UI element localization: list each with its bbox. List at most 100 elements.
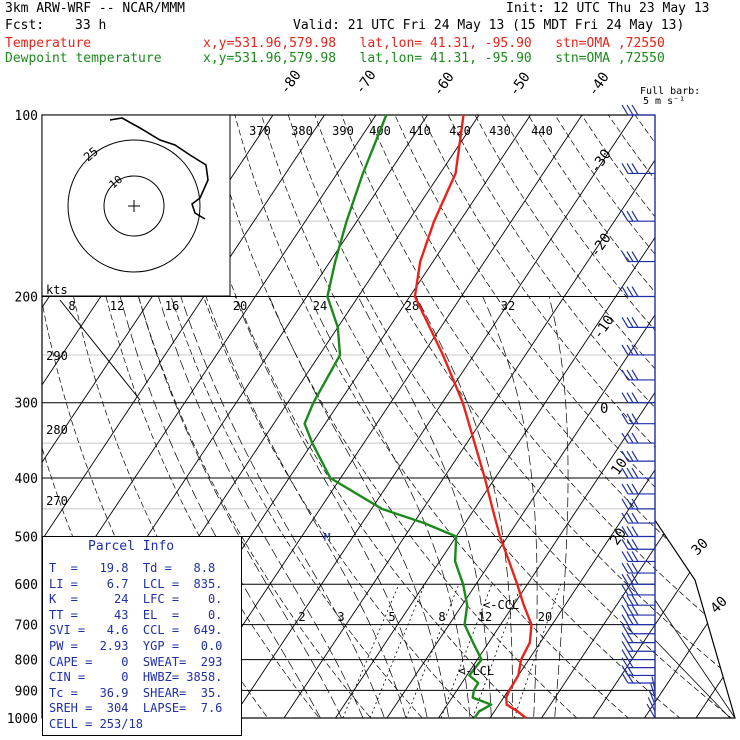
theta-left-label: 270: [46, 494, 68, 508]
wind-barb: [631, 512, 639, 524]
mixing-ratio-line: [369, 584, 426, 718]
wind-barb: [621, 604, 629, 616]
moist-adiabat: [357, 296, 493, 718]
hodograph-speed-label: 8: [68, 299, 75, 313]
wind-barb: [621, 163, 629, 174]
wind-barb: [621, 665, 629, 676]
pressure-label: 400: [15, 472, 38, 487]
mixing-ratio-line: [405, 584, 460, 718]
model-title: 3km ARW-WRF -- NCAR/MMM: [5, 1, 186, 16]
hodograph-speed-label: 24: [313, 299, 327, 313]
parcel-info-row: SREH = 304 LAPSE= 7.6: [49, 701, 223, 716]
moist-adiabat: [309, 296, 472, 718]
parcel-info-row: CAPE = 0 SWEAT= 293: [49, 654, 223, 669]
dry-adiabat: [181, 115, 539, 718]
theta-left-label: 280: [46, 423, 68, 437]
ccl-label: <-CCL: [483, 598, 519, 612]
isotherm-label: -80: [277, 67, 305, 97]
wind-barb: [631, 573, 639, 585]
parcel-info-row: PW = 2.93 YGP = 0.0: [49, 639, 223, 653]
parcel-info-row: SVI = 4.6 CCL = 649.: [49, 623, 223, 638]
theta-label: 420: [449, 124, 471, 138]
moist-adiabat: [138, 296, 348, 718]
parcel-info-title: Parcel Info: [88, 539, 175, 554]
dry-adiabat: [474, 115, 735, 718]
forecast-hour: 33 h: [75, 18, 107, 33]
dewpoint-profile: [303, 114, 493, 719]
parcel-info-row: TT = 43 EL = 0.: [49, 607, 223, 622]
wind-barb: [621, 649, 629, 660]
wind-barb: [621, 672, 629, 684]
isotherm-label: 40: [708, 594, 731, 617]
wind-barb: [621, 632, 629, 643]
hodograph-ring: [103, 175, 165, 237]
wind-barb: [621, 573, 629, 585]
wind-barb: [621, 526, 629, 537]
mixing-ratio-line: [342, 584, 400, 718]
pressure-label: 800: [15, 654, 38, 669]
wind-barb: [621, 538, 629, 550]
wind-barb: [626, 317, 634, 328]
wind-barb: [621, 104, 629, 116]
wind-barb: [626, 369, 634, 381]
wind-barb: [631, 498, 639, 510]
wind-barb: [621, 251, 629, 262]
lcl-label: <-LCL: [458, 664, 494, 678]
wind-barb: [626, 413, 634, 424]
temperature-location: x,y=531.96,579.98 lat,lon= 41.31, -95.90…: [203, 36, 665, 51]
isotherm-line: [232, 115, 634, 718]
wind-barb: [631, 344, 639, 356]
mixing-ratio-label: 3: [337, 610, 344, 624]
wind-barb: [621, 210, 629, 222]
dry-adiabat: [367, 115, 735, 718]
pressure-label: 100: [15, 109, 38, 124]
isotherm-label: 0: [600, 401, 608, 417]
frame-line: [654, 639, 731, 719]
wind-barb: [626, 614, 634, 625]
dry-adiabat: [394, 115, 735, 718]
pressure-label: 700: [15, 619, 38, 634]
dry-adiabat: [287, 115, 735, 718]
mixing-ratio-line: [513, 584, 562, 718]
wind-barb: [626, 450, 634, 462]
isotherm-label: -50: [506, 69, 534, 99]
dry-adiabat: [127, 115, 435, 718]
wind-barb: [626, 432, 634, 444]
wind-barb: [626, 526, 634, 537]
isotherm-label: 30: [689, 536, 712, 559]
dry-adiabat: [47, 115, 278, 718]
wind-barb: [621, 344, 629, 356]
pressure-label: 600: [15, 578, 38, 593]
wind-barb: [631, 467, 639, 479]
wind-barb: [626, 512, 634, 524]
wind-barb: [621, 498, 629, 510]
theta-label: 410: [409, 124, 431, 138]
wind-barb: [621, 369, 629, 381]
wind-barb: [621, 512, 629, 524]
theta-label: 390: [332, 124, 354, 138]
wind-barb: [621, 551, 629, 562]
theta-label: 440: [531, 124, 553, 138]
wind-barb: [621, 413, 629, 424]
mixing-ratio-label: 8: [438, 610, 445, 624]
wind-barb: [621, 614, 629, 625]
wind-barb: [621, 286, 629, 297]
theta-label: 380: [291, 124, 313, 138]
wind-barbs: [621, 104, 656, 719]
dewpoint-legend: Dewpoint temperature: [5, 51, 162, 66]
dry-adiabat: [581, 115, 735, 718]
dry-adiabat: [261, 115, 696, 718]
wind-barb: [631, 614, 639, 625]
theta-label: 430: [489, 124, 511, 138]
parcel-info-row: Tc = 36.9 SHEAR= 35.: [49, 685, 223, 700]
wind-barb: [626, 573, 634, 585]
moist-adiabat: [268, 296, 451, 718]
dry-adiabat: [501, 115, 735, 718]
wind-barb: [626, 594, 634, 606]
isotherm-label: -30: [587, 146, 615, 176]
isotherm-label: 20: [607, 525, 630, 548]
pressure-label: 200: [15, 291, 38, 306]
wind-barb: [621, 657, 629, 668]
moist-adiabat: [482, 296, 538, 718]
